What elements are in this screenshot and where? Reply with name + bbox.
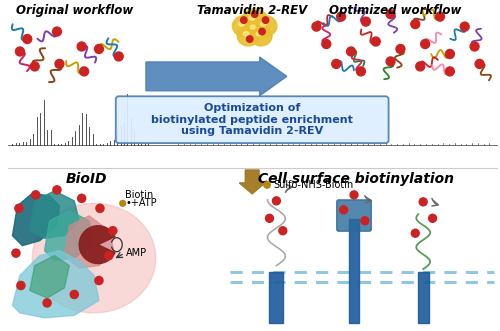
Ellipse shape (242, 9, 268, 32)
Bar (418, 271, 428, 323)
Ellipse shape (232, 16, 255, 36)
Bar (270, 271, 283, 323)
Circle shape (396, 44, 405, 54)
Ellipse shape (32, 203, 156, 313)
Text: biotinylated peptide enrichment: biotinylated peptide enrichment (151, 115, 353, 125)
Circle shape (262, 17, 268, 24)
Circle shape (446, 67, 454, 76)
Ellipse shape (249, 15, 256, 20)
Circle shape (475, 60, 484, 69)
Text: AMP: AMP (126, 248, 147, 258)
Circle shape (52, 27, 62, 36)
Circle shape (94, 44, 104, 54)
Bar (348, 219, 360, 323)
Circle shape (279, 227, 287, 235)
Ellipse shape (256, 32, 262, 36)
Polygon shape (64, 216, 114, 268)
Circle shape (346, 47, 356, 56)
FancyBboxPatch shape (116, 96, 388, 143)
Circle shape (78, 194, 86, 203)
Circle shape (53, 186, 61, 194)
FancyArrow shape (146, 57, 287, 96)
Wedge shape (79, 226, 115, 263)
Circle shape (460, 22, 469, 31)
Circle shape (12, 249, 20, 257)
Text: BioID: BioID (66, 172, 108, 186)
Text: using Tamavidin 2-REV: using Tamavidin 2-REV (181, 126, 324, 136)
Polygon shape (30, 191, 79, 238)
Circle shape (356, 67, 366, 76)
Ellipse shape (244, 32, 249, 36)
Circle shape (15, 204, 23, 213)
Text: Optimized workflow: Optimized workflow (330, 4, 462, 17)
Circle shape (80, 67, 88, 76)
Circle shape (322, 39, 331, 49)
Circle shape (411, 20, 420, 28)
Circle shape (114, 52, 123, 61)
Circle shape (70, 290, 78, 299)
Circle shape (386, 10, 395, 19)
Circle shape (16, 47, 24, 56)
Circle shape (95, 276, 103, 285)
Circle shape (252, 11, 258, 17)
Circle shape (372, 37, 380, 46)
Circle shape (264, 182, 270, 188)
Circle shape (109, 227, 117, 235)
Circle shape (332, 60, 340, 69)
Circle shape (312, 22, 321, 31)
FancyArrow shape (240, 170, 265, 194)
Polygon shape (12, 251, 99, 318)
Circle shape (23, 34, 32, 43)
Circle shape (259, 28, 266, 35)
Circle shape (120, 201, 126, 206)
Circle shape (32, 191, 40, 199)
Polygon shape (12, 193, 60, 246)
Circle shape (419, 198, 427, 206)
Circle shape (96, 204, 104, 213)
Text: Biotin: Biotin (124, 190, 153, 200)
Ellipse shape (254, 16, 277, 36)
Circle shape (340, 206, 347, 214)
Circle shape (246, 36, 253, 42)
Circle shape (240, 17, 247, 24)
Circle shape (30, 62, 39, 71)
Circle shape (386, 57, 395, 66)
Circle shape (436, 12, 444, 21)
Text: Optimization of: Optimization of (204, 103, 300, 113)
Ellipse shape (238, 22, 244, 26)
Text: Original workflow: Original workflow (16, 4, 133, 17)
Circle shape (470, 42, 479, 51)
Circle shape (361, 217, 369, 225)
Circle shape (272, 197, 280, 205)
FancyBboxPatch shape (336, 200, 372, 231)
Text: •+ATP: •+ATP (126, 198, 158, 208)
Circle shape (17, 281, 25, 290)
Ellipse shape (245, 20, 264, 38)
Ellipse shape (238, 26, 259, 46)
Ellipse shape (250, 25, 255, 29)
Text: Tamavidin 2-REV: Tamavidin 2-REV (197, 4, 308, 17)
Circle shape (350, 191, 358, 199)
Polygon shape (30, 256, 70, 298)
Circle shape (446, 50, 454, 59)
Circle shape (55, 60, 64, 69)
Ellipse shape (260, 22, 266, 26)
Polygon shape (44, 211, 94, 260)
Circle shape (105, 252, 113, 260)
Circle shape (412, 229, 419, 237)
Circle shape (77, 42, 86, 51)
Circle shape (428, 214, 436, 222)
Text: Sulfo-NHS-Biotin: Sulfo-NHS-Biotin (273, 180, 353, 190)
Circle shape (420, 39, 430, 49)
Circle shape (362, 17, 370, 26)
Circle shape (43, 299, 51, 307)
Circle shape (266, 214, 274, 222)
Circle shape (336, 12, 345, 21)
Circle shape (416, 62, 424, 71)
Ellipse shape (250, 26, 272, 46)
Text: Cell surface biotinylation: Cell surface biotinylation (258, 172, 454, 186)
